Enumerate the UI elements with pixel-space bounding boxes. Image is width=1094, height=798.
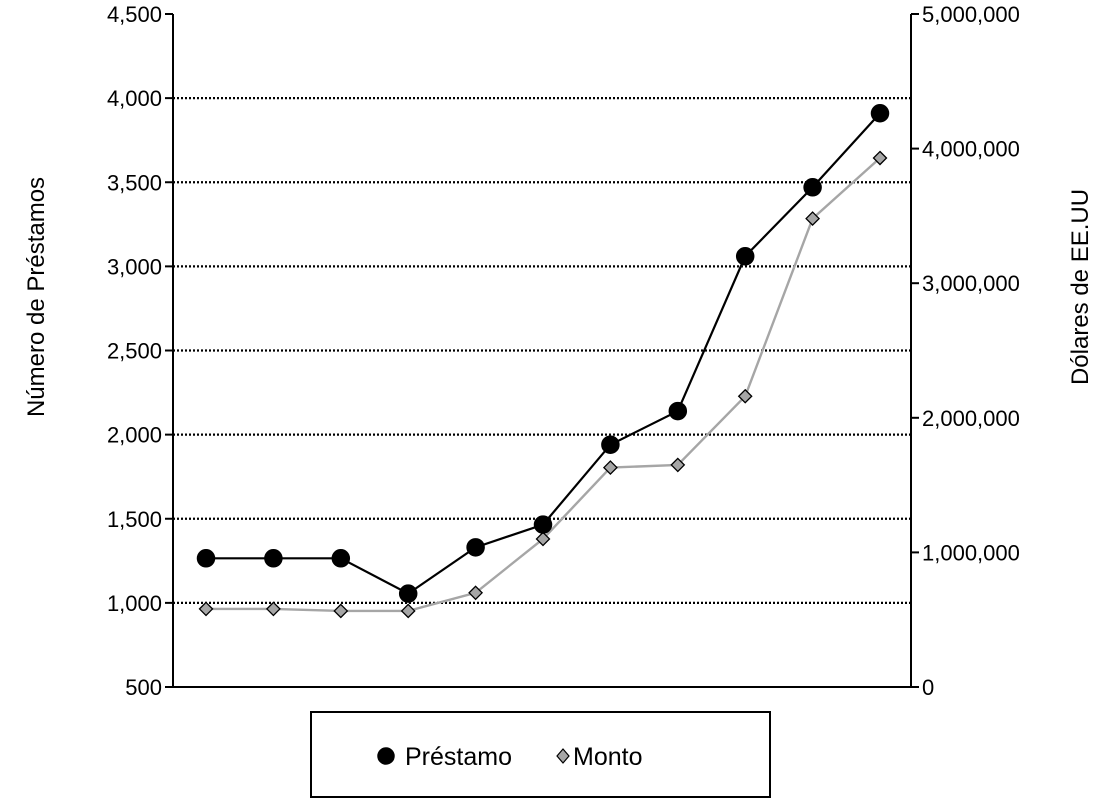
point-monto (602, 460, 618, 476)
left-tick-label: 2,000 (107, 423, 162, 448)
point-prestamo (264, 549, 283, 568)
right-axis-title: Dólares de EE.UU (1067, 189, 1094, 385)
left-tick-label: 1,500 (107, 507, 162, 532)
point-prestamo (398, 584, 418, 603)
legend: Préstamo Monto (310, 711, 771, 798)
left-tick-label: 2,500 (107, 339, 162, 364)
legend-marker-prestamo (377, 747, 395, 765)
right-tick-label: 1,000,000 (922, 540, 1020, 565)
left-axis-title: Número de Préstamos (23, 177, 50, 417)
legend-label-monto: Monto (573, 743, 642, 771)
point-prestamo (196, 549, 216, 568)
right-tick-label: 2,000,000 (922, 406, 1020, 431)
point-prestamo (668, 401, 688, 421)
left-tick-label: 500 (125, 675, 162, 700)
point-monto (805, 211, 821, 227)
point-monto (400, 603, 416, 619)
left-tick-label: 3,500 (107, 170, 162, 195)
point-monto (670, 457, 686, 473)
point-monto (333, 603, 349, 619)
point-monto (198, 601, 214, 617)
right-tick-label: 0 (922, 675, 934, 700)
point-prestamo (803, 178, 822, 197)
point-prestamo (533, 515, 553, 534)
right-tick-label: 3,000,000 (922, 271, 1020, 296)
point-monto (535, 531, 551, 547)
legend-label-prestamo: Préstamo (405, 743, 512, 771)
point-monto (737, 388, 753, 404)
left-tick-label: 4,000 (107, 86, 162, 111)
point-prestamo (466, 538, 485, 557)
left-axis-ticks: 500 1,000 1,500 2,000 2,500 3,000 3,500 4,000 4,… (107, 2, 173, 700)
point-prestamo (735, 247, 755, 266)
point-monto (468, 585, 484, 601)
point-monto (872, 150, 888, 166)
series-layer (196, 104, 890, 619)
point-prestamo (331, 549, 351, 568)
left-tick-label: 3,000 (107, 254, 162, 279)
right-axis-ticks: 0 1,000,000 2,000,000 3,000,000 4,000,000 5,0… (911, 2, 1020, 700)
right-tick-label: 4,000,000 (922, 137, 1020, 162)
point-monto (265, 601, 281, 617)
legend-marker-monto (556, 748, 570, 764)
left-tick-label: 1,000 (107, 591, 162, 616)
right-tick-label: 5,000,000 (922, 2, 1020, 27)
left-tick-label: 4,500 (107, 2, 162, 27)
point-prestamo (601, 435, 620, 454)
point-prestamo (870, 104, 890, 123)
